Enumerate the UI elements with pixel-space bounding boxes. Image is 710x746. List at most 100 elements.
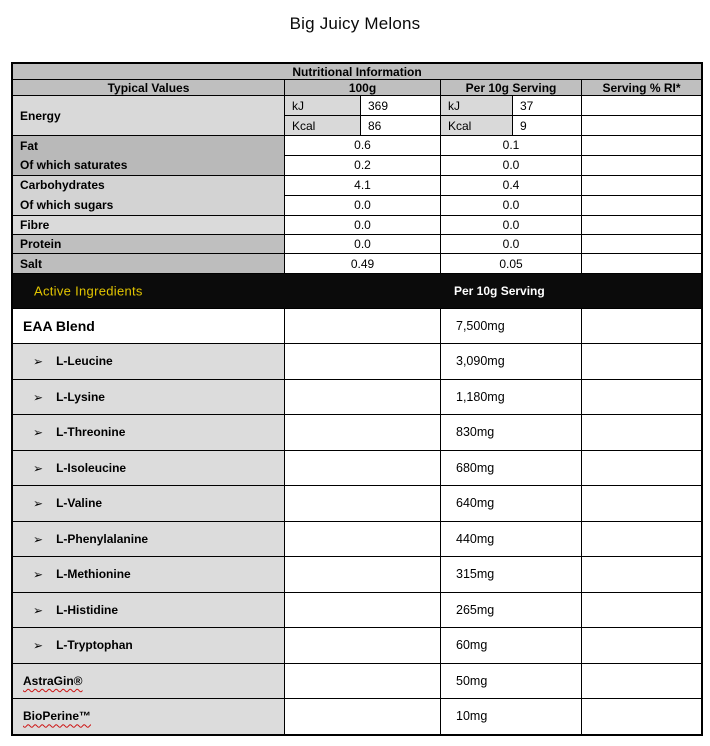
row-label-saturates: Of which saturates: [20, 158, 128, 173]
empty-cell: [582, 451, 702, 487]
carbs-serving: 0.4: [441, 175, 582, 196]
energy-unit-kj-100g: kJ: [285, 96, 361, 116]
ingredient-name: L-Lysine: [56, 389, 105, 404]
ingredient-name: L-Methionine: [56, 567, 131, 582]
fibre-100g: 0.0: [285, 215, 441, 235]
blend-name: EAA Blend: [13, 308, 285, 345]
empty-cell: [285, 699, 441, 734]
row-label-fibre: Fibre: [13, 215, 285, 235]
empty-cell: [582, 415, 702, 451]
empty-cell: [582, 254, 702, 274]
ingredient-label: ➢ L-Valine: [13, 486, 285, 522]
arrow-bullet-icon: ➢: [33, 461, 44, 476]
empty-cell: [285, 663, 441, 700]
ingredient-name: L-Isoleucine: [56, 460, 127, 475]
ingredient-label: ➢ L-Lysine: [13, 379, 285, 416]
ingredient-label: ➢ L-Leucine: [13, 344, 285, 380]
ingredient-name: AstraGin®: [23, 673, 83, 688]
empty-cell: [582, 344, 702, 380]
ingredient-amount: 50mg: [441, 663, 582, 700]
ingredient-amount: 315mg: [441, 557, 582, 593]
empty-cell: [582, 96, 702, 116]
row-label-fat: Fat: [20, 138, 38, 153]
ingredient-amount: 3,090mg: [441, 344, 582, 380]
ingredient-amount: 440mg: [441, 521, 582, 558]
empty-cell: [582, 216, 702, 235]
energy-unit-kcal-100g: Kcal: [285, 116, 361, 136]
row-label-energy: Energy: [13, 96, 285, 136]
empty-cell: [285, 415, 441, 451]
empty-cell: [582, 628, 702, 664]
empty-cell: [582, 116, 702, 136]
arrow-bullet-icon: ➢: [33, 425, 44, 440]
ingredient-label: ➢ L-Methionine: [13, 557, 285, 593]
energy-value-kj-serving: 37: [513, 96, 582, 116]
ingredient-name: L-Histidine: [56, 602, 119, 617]
empty-cell: [285, 486, 441, 522]
empty-cell: [285, 521, 441, 558]
energy-unit-kcal-serving: Kcal: [441, 116, 513, 136]
active-ingredients-band: Active Ingredients Per 10g Serving: [13, 273, 702, 309]
ingredient-name: BioPerine™: [23, 709, 92, 724]
active-ingredients-serving-header: Per 10g Serving: [454, 283, 545, 298]
arrow-bullet-icon: ➢: [33, 390, 44, 405]
empty-cell: [582, 522, 702, 558]
empty-cell: [582, 699, 701, 734]
col-header-100g: 100g: [285, 80, 441, 96]
fat-serving: 0.1: [441, 136, 582, 156]
arrow-bullet-icon: ➢: [33, 354, 44, 369]
protein-100g: 0.0: [285, 234, 441, 255]
empty-cell: [582, 196, 702, 216]
ingredient-amount: 60mg: [441, 628, 582, 664]
row-label-carbohydrates: Carbohydrates: [20, 178, 105, 193]
col-header-serving-ri: Serving % RI*: [582, 80, 702, 96]
salt-100g: 0.49: [285, 254, 441, 274]
row-label-protein: Protein: [13, 234, 285, 255]
ingredient-label-astragin: AstraGin®: [13, 663, 285, 700]
ingredient-name: L-Threonine: [56, 425, 126, 440]
row-label-carbs-group: Carbohydrates Of which sugars: [13, 175, 285, 216]
ingredient-amount: 680mg: [441, 450, 582, 487]
energy-value-kcal-100g: 86: [361, 116, 441, 136]
empty-cell: [582, 309, 702, 345]
product-title: Big Juicy Melons: [289, 14, 421, 33]
empty-cell: [285, 628, 441, 664]
ingredient-label: ➢ L-Isoleucine: [13, 450, 285, 487]
row-label-fat-group: Fat Of which saturates: [13, 136, 285, 176]
row-label-sugars: Of which sugars: [20, 197, 114, 212]
salt-serving: 0.05: [441, 254, 582, 274]
nutrition-table: Nutritional Information Typical Values 1…: [11, 62, 704, 736]
empty-cell: [285, 557, 441, 593]
energy-unit-kj-serving: kJ: [441, 96, 513, 116]
empty-cell: [582, 176, 702, 196]
ingredient-name: L-Phenylalanine: [56, 531, 149, 546]
ingredient-amount: 265mg: [441, 592, 582, 629]
saturates-100g: 0.2: [285, 155, 441, 176]
empty-cell: [582, 486, 702, 522]
ingredient-name: L-Leucine: [56, 354, 113, 369]
table-title: Nutritional Information: [13, 64, 702, 80]
empty-cell: [285, 592, 441, 629]
ingredient-label-bioperine: BioPerine™: [13, 699, 285, 734]
fibre-serving: 0.0: [441, 215, 582, 235]
row-label-salt: Salt: [13, 254, 285, 274]
ingredient-amount: 10mg: [441, 699, 582, 734]
energy-value-kj-100g: 369: [361, 96, 441, 116]
empty-cell: [285, 379, 441, 416]
col-header-per-serving: Per 10g Serving: [441, 80, 582, 96]
active-ingredients-title: Active Ingredients: [34, 283, 143, 299]
empty-cell: [582, 557, 702, 593]
ingredient-label: ➢ L-Tryptophan: [13, 628, 285, 664]
empty-cell: [582, 156, 702, 176]
empty-cell: [582, 136, 702, 156]
ingredient-amount: 640mg: [441, 486, 582, 522]
col-header-typical-values: Typical Values: [13, 80, 285, 96]
energy-value-kcal-serving: 9: [513, 116, 582, 136]
ingredient-name: L-Tryptophan: [56, 638, 133, 653]
saturates-serving: 0.0: [441, 155, 582, 176]
arrow-bullet-icon: ➢: [33, 567, 44, 582]
sugars-100g: 0.0: [285, 195, 441, 216]
ingredient-amount: 830mg: [441, 415, 582, 451]
empty-cell: [285, 450, 441, 487]
empty-cell: [582, 380, 702, 416]
